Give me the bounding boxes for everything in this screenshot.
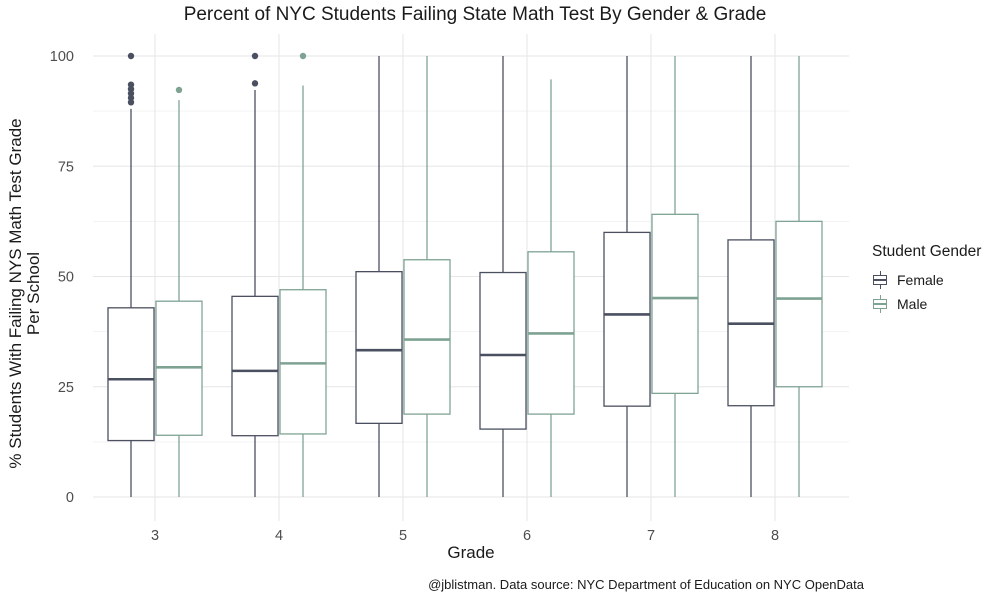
x-tick-label: 4: [275, 528, 283, 544]
legend-key-female-median: [873, 279, 887, 281]
y-tick-label: 75: [58, 159, 74, 175]
chart-title: Percent of NYC Students Failing State Ma…: [183, 4, 767, 25]
y-axis-title-line: % Students With Failing NYS Math Test Gr…: [6, 118, 25, 468]
x-tick-label: 7: [647, 528, 655, 544]
legend-key-male-median: [873, 303, 887, 305]
y-tick-label: 25: [58, 380, 74, 396]
y-axis-title-line: Per School: [24, 252, 43, 335]
y-tick-label: 50: [58, 270, 74, 286]
box: [355, 270, 403, 425]
legend-label-female: Female: [897, 272, 944, 288]
box: [403, 259, 451, 415]
y-axis-title: % Students With Failing NYS Math Test Gr…: [6, 118, 43, 468]
x-axis-title: Grade: [447, 543, 494, 562]
y-tick-label: 100: [50, 49, 74, 65]
legend: Student Gender Female Male: [872, 243, 981, 316]
outlier-point: [175, 86, 183, 94]
x-tick-label: 3: [151, 528, 159, 544]
x-tick-label: 6: [523, 528, 531, 544]
x-tick-label: 5: [399, 528, 407, 544]
box: [775, 220, 823, 388]
box: [603, 231, 651, 407]
outlier-point: [127, 85, 135, 93]
outlier-point: [127, 52, 135, 60]
legend-key-female: [872, 271, 890, 289]
box: [279, 289, 327, 435]
outlier-point: [127, 99, 135, 106]
legend-item-female: Female: [872, 268, 981, 292]
outlier-point: [127, 90, 135, 97]
outlier-point: [251, 80, 259, 87]
box: [479, 271, 527, 430]
source-caption: @jblistman. Data source: NYC Department …: [428, 577, 864, 592]
outlier-point: [127, 94, 135, 102]
outlier-point: [299, 52, 307, 60]
box: [651, 213, 699, 395]
x-tick-label: 8: [771, 528, 779, 544]
y-tick-label: 0: [66, 490, 74, 506]
legend-title: Student Gender: [872, 243, 982, 260]
box: [107, 307, 155, 442]
legend-item-male: Male: [872, 292, 981, 316]
legend-key-male: [872, 295, 890, 313]
outlier-point: [127, 81, 135, 88]
plot-panel: [93, 34, 849, 521]
box: [231, 295, 279, 437]
legend-label-male: Male: [897, 296, 928, 312]
outlier-point: [251, 52, 259, 60]
